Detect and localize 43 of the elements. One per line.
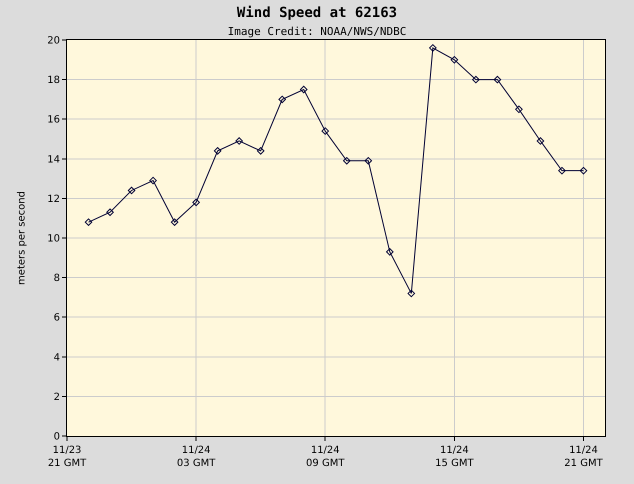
point [128, 186, 136, 194]
y-tick-label: 10 [47, 234, 60, 244]
point [321, 127, 329, 135]
x-tick-label: 11/23 21 GMT [48, 445, 88, 469]
point [278, 96, 286, 104]
y-tick-label: 8 [54, 273, 60, 284]
x-tick-label: 11/24 15 GMT [435, 445, 474, 469]
y-tick-label: 14 [47, 154, 60, 166]
point [192, 198, 200, 206]
point [300, 86, 308, 94]
point [494, 76, 502, 84]
point [386, 248, 394, 256]
point [256, 147, 264, 155]
point [214, 147, 222, 155]
y-tick-label: 6 [54, 312, 60, 324]
y-tick-label: 0 [54, 432, 60, 442]
point [408, 290, 416, 298]
y-tick-label: 4 [54, 352, 60, 364]
point [84, 218, 92, 226]
y-axis-title: meters per second [16, 191, 28, 285]
point [515, 106, 523, 114]
y-tick-label: 16 [47, 114, 60, 126]
point [235, 137, 243, 145]
y-tick-label: 18 [47, 75, 60, 86]
chart-subtitle: Image Credit: NOAA/NWS/NDBC [228, 25, 406, 38]
point [472, 76, 480, 84]
x-tick-label: 11/24 03 GMT [176, 445, 216, 469]
point [450, 56, 458, 64]
x-tick-label: 11/24 21 GMT [564, 445, 604, 469]
point [364, 157, 372, 165]
point [106, 208, 114, 216]
point [536, 137, 544, 145]
y-tick-label: 12 [47, 194, 60, 205]
y-tick-label: 2 [54, 392, 60, 403]
point [149, 176, 157, 184]
point [429, 44, 437, 52]
y-tick-label: 20 [47, 36, 60, 46]
point [580, 166, 588, 174]
point [558, 166, 566, 174]
x-tick-label: 11/24 09 GMT [306, 445, 346, 469]
chart-title: Wind Speed at 62163 [236, 4, 398, 21]
point [343, 157, 351, 165]
point [170, 218, 178, 226]
